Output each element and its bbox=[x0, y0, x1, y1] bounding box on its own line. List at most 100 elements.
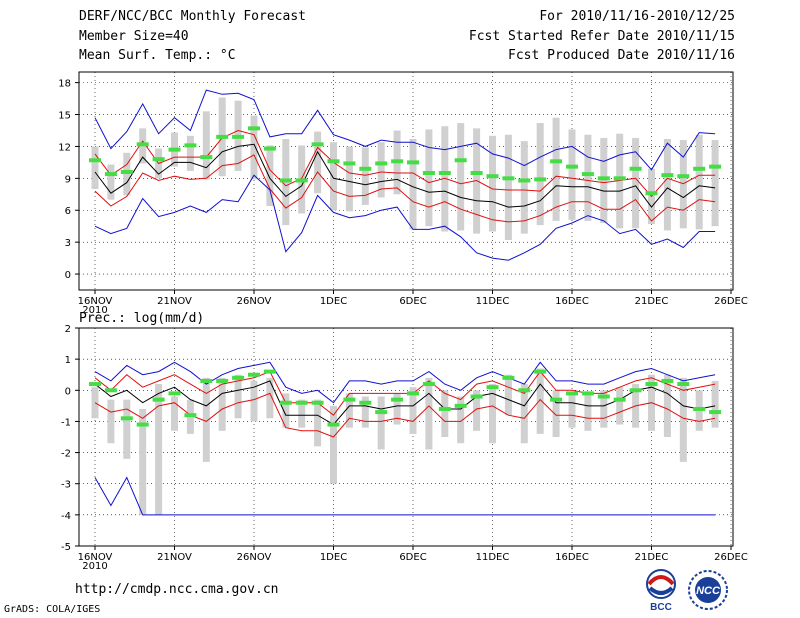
grads-credit: GrADS: COLA/IGES bbox=[4, 604, 101, 615]
panel1-median-mark-31 bbox=[581, 172, 594, 177]
panel1-ensemble-box-1 bbox=[107, 164, 115, 200]
panel2-median-mark-19 bbox=[391, 397, 404, 402]
panel2-median-mark-7 bbox=[200, 378, 213, 383]
panel1-spread_upper-line bbox=[94, 129, 716, 198]
panel1-ensemble-box-0 bbox=[91, 146, 99, 189]
panel2-ensemble-box-13 bbox=[298, 399, 306, 428]
panel1-median-mark-14 bbox=[311, 142, 324, 147]
panel2-ensemble-box-14 bbox=[314, 399, 322, 447]
panel1-ensemble-box-31 bbox=[584, 134, 592, 221]
panel2-x-tick-label-7: 21DEC bbox=[635, 552, 669, 563]
panel1-ensemble-box-17 bbox=[361, 147, 369, 205]
panel2-median-mark-33 bbox=[613, 397, 626, 402]
panel1-median-mark-4 bbox=[152, 157, 165, 162]
panel2-x-tick-label-5: 11DEC bbox=[476, 552, 510, 563]
panel1-median-mark-13 bbox=[295, 178, 308, 183]
panel1-median-mark-19 bbox=[391, 159, 404, 164]
panel2-median-mark-12 bbox=[279, 400, 292, 405]
panel1-median-mark-7 bbox=[200, 155, 213, 160]
panel2-x-tick-label-3: 1DEC bbox=[320, 552, 347, 563]
panel1-y-tick-label-3: 9 bbox=[65, 174, 71, 185]
panel1-ensemble-box-18 bbox=[377, 142, 385, 198]
panel1-ensemble-box-27 bbox=[520, 141, 528, 234]
panel1-median-mark-35 bbox=[645, 191, 658, 196]
panel2-max-line bbox=[94, 361, 716, 404]
panel1-median-mark-12 bbox=[279, 178, 292, 183]
panel1-median-mark-22 bbox=[438, 171, 451, 176]
panel1-ensemble-box-30 bbox=[568, 129, 576, 220]
panel2-ensemble-box-32 bbox=[600, 390, 608, 428]
start-date: Fcst Started Refer Date 2010/11/15 bbox=[468, 29, 735, 44]
panel1-ensemble-box-23 bbox=[457, 123, 465, 231]
panel2-median-mark-14 bbox=[311, 400, 324, 405]
panel2-median-mark-34 bbox=[629, 388, 642, 393]
panel2-median-mark-37 bbox=[677, 382, 690, 387]
panel2-median-mark-9 bbox=[232, 375, 245, 380]
panel2-ensemble-box-21 bbox=[425, 377, 433, 450]
panel2-y-tick-label-3: -2 bbox=[61, 449, 71, 460]
panel1-y-tick-label-6: 18 bbox=[58, 79, 71, 90]
panel2-median-mark-16 bbox=[343, 397, 356, 402]
panel2-median-mark-30 bbox=[566, 391, 578, 396]
footer-url[interactable]: http://cmdp.ncc.cma.gov.cn bbox=[75, 582, 279, 597]
panel2-ensemble-box-37 bbox=[679, 377, 687, 462]
panel2-y-tick-label-2: -3 bbox=[61, 480, 71, 491]
panel2-median-mark-31 bbox=[581, 391, 594, 396]
panel2-ensemble-box-28 bbox=[536, 368, 544, 434]
panel1-ensemble-box-7 bbox=[202, 111, 210, 180]
panel1-ensemble-box-39 bbox=[711, 140, 719, 227]
panel2-median-mark-20 bbox=[407, 391, 419, 396]
panel2-spread_lower-line bbox=[94, 392, 716, 438]
panel1-median-mark-33 bbox=[613, 176, 626, 181]
panel1-median-mark-17 bbox=[359, 166, 372, 171]
panel1-median-mark-25 bbox=[486, 174, 499, 179]
panel1-median-mark-18 bbox=[375, 161, 388, 166]
panel1-ensemble-box-2 bbox=[123, 152, 131, 196]
panel2-median-mark-13 bbox=[295, 400, 308, 405]
ncc-logo: NCC bbox=[688, 570, 728, 610]
panel1-y-tick-label-2: 6 bbox=[65, 206, 71, 217]
panel1-x-tick-label-0: 16NOV bbox=[78, 296, 113, 307]
panel2-ensemble-box-30 bbox=[568, 393, 576, 428]
panel2-y-tick-label-6: 1 bbox=[65, 355, 71, 366]
panel2-median-mark-11 bbox=[263, 369, 276, 374]
panel2-median-mark-24 bbox=[470, 394, 483, 399]
panel1-ensemble-box-14 bbox=[314, 131, 322, 194]
panel2-ylabel: Prec.: log(mm/d) bbox=[79, 311, 204, 326]
panel1-median-mark-9 bbox=[232, 134, 245, 139]
panel2-x-tick-label-2: 26NOV bbox=[237, 552, 272, 563]
panel2-median-mark-15 bbox=[327, 422, 340, 427]
panel1-median-mark-10 bbox=[248, 126, 260, 131]
panel2-ensemble-box-16 bbox=[345, 393, 353, 428]
forecast-period: For 2010/11/16-2010/12/25 bbox=[539, 9, 735, 24]
panel2-median-mark-25 bbox=[486, 385, 499, 390]
panel1-ensemble-box-36 bbox=[663, 138, 671, 231]
panel1-min-line bbox=[94, 174, 716, 261]
panel2-median-mark-21 bbox=[422, 382, 435, 387]
panel1-ensemble-box-28 bbox=[536, 123, 544, 226]
panel2-ensemble-box-12 bbox=[282, 393, 290, 428]
panel1-ensemble-box-21 bbox=[425, 129, 433, 227]
panel1-y-tick-label-4: 12 bbox=[58, 142, 71, 153]
panel2-x-tick-label-6: 16DEC bbox=[555, 552, 589, 563]
panel2-median-mark-17 bbox=[359, 400, 372, 405]
panel2-ensemble-box-39 bbox=[711, 380, 719, 428]
panel1-ensemble-box-15 bbox=[330, 142, 337, 211]
panel1-median-mark-24 bbox=[470, 171, 483, 176]
panel1-median-mark-5 bbox=[168, 147, 181, 152]
panel2-frame bbox=[78, 327, 734, 547]
panel2-ensemble-box-19 bbox=[393, 393, 401, 425]
panel2-ensemble-box-7 bbox=[202, 377, 210, 462]
bcc-logo-text: BCC bbox=[650, 602, 672, 612]
panel1-y-tick-label-1: 3 bbox=[65, 238, 71, 249]
panel1-median-mark-15 bbox=[327, 159, 340, 164]
panel2-ensemble-box-17 bbox=[361, 396, 369, 428]
panel1-ensemble-box-29 bbox=[552, 117, 560, 221]
panel2-y-tick-label-4: -1 bbox=[61, 417, 71, 428]
panel1-x-year-label: 2010 bbox=[82, 305, 107, 316]
panel1-max-line bbox=[94, 89, 716, 171]
panel2-median-mark-8 bbox=[216, 378, 229, 383]
panel2-ensemble-box-9 bbox=[234, 374, 242, 419]
panel2-median-mark-36 bbox=[661, 378, 674, 383]
panel2-ensemble-box-36 bbox=[663, 374, 671, 437]
